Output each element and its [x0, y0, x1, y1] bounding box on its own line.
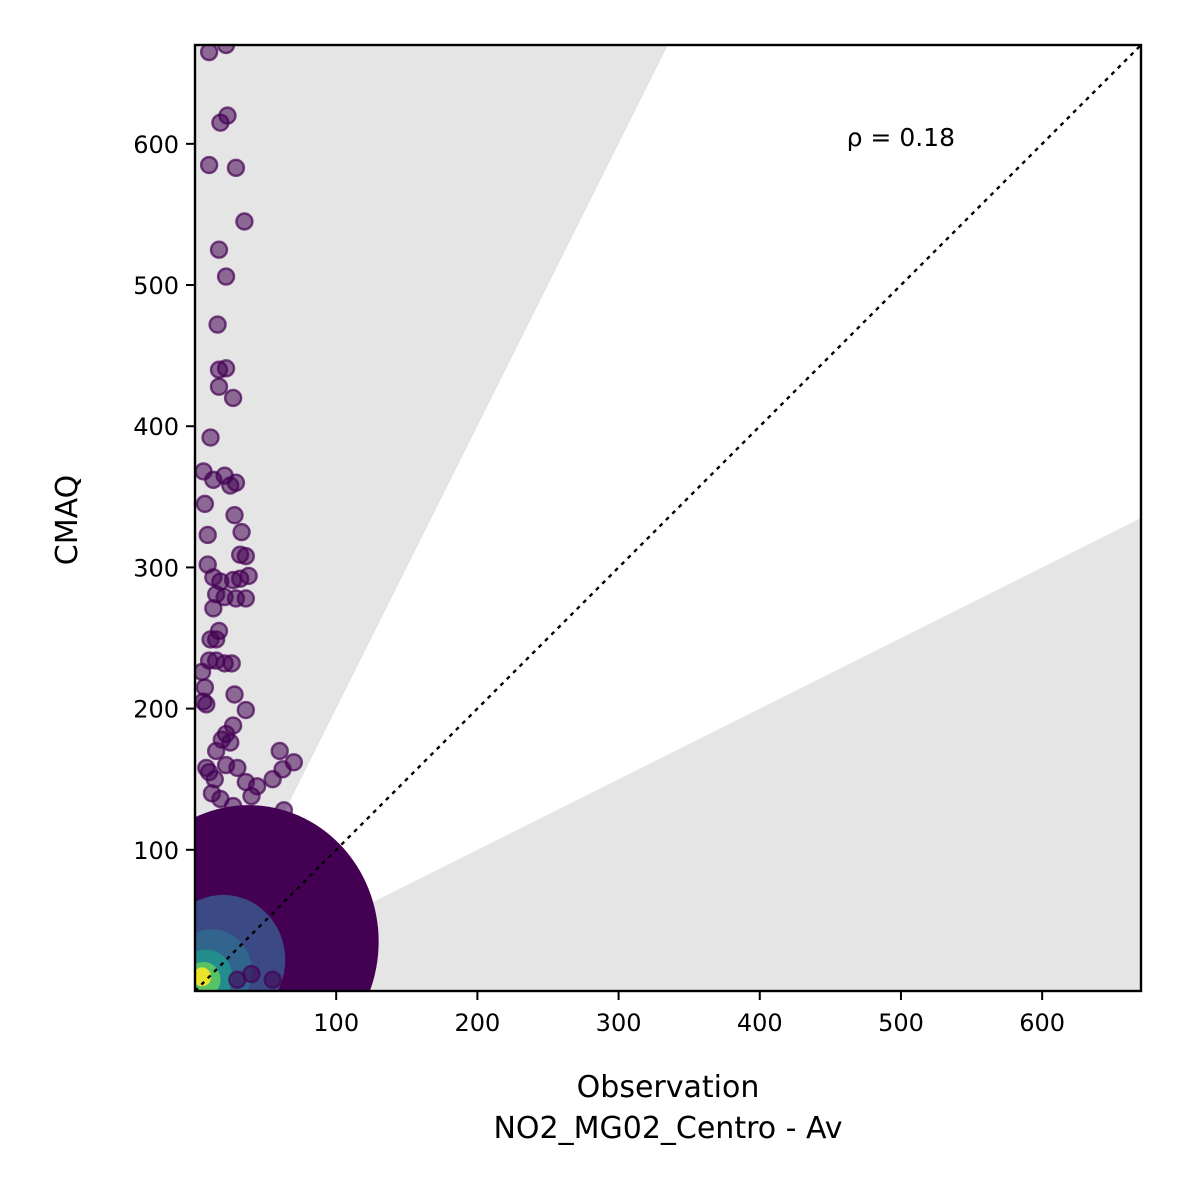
scatter-point: [236, 812, 256, 831]
shaded-band-1: [195, 518, 1141, 991]
scatter-point: [236, 700, 256, 720]
scatter-point: [206, 630, 226, 649]
plot-frame: [193, 43, 1143, 993]
shaded-band-0: [195, 45, 668, 991]
y-tick-label: 500: [133, 272, 179, 300]
scatter-point: [223, 388, 243, 408]
scatter-point: [198, 525, 217, 545]
scatter-point: [277, 847, 296, 867]
x-tick-label: 300: [596, 1009, 642, 1037]
scatter-point: [209, 377, 229, 396]
scatter-point: [232, 522, 251, 542]
scatter-point: [236, 546, 256, 566]
scatter-point: [236, 589, 256, 608]
x-tick-label: 600: [1019, 1009, 1065, 1037]
scatter-point: [221, 733, 240, 752]
scatter-point: [225, 505, 244, 525]
scatter-point: [197, 695, 216, 714]
x-tick-label: 400: [737, 1009, 783, 1037]
scatter-point: [263, 770, 282, 789]
scatter-point: [204, 599, 223, 618]
scatter-point: [247, 829, 267, 848]
x-tick-label: 500: [878, 1009, 924, 1037]
scatter-point: [199, 155, 219, 175]
scatter-point: [225, 685, 244, 704]
scatter-point: [274, 801, 294, 820]
scatter-point: [209, 240, 229, 259]
annotation-rho: ρ = 0.18: [847, 123, 955, 152]
scatter-point: [223, 796, 243, 816]
scatter-point: [195, 494, 215, 514]
scatter-point: [242, 786, 261, 806]
scatter-point: [263, 970, 282, 989]
scatter-point: [235, 212, 254, 231]
y-tick-label: 300: [133, 554, 179, 582]
y-tick-label: 100: [133, 837, 179, 865]
scatter-point: [195, 662, 212, 682]
y-tick-label: 600: [133, 131, 179, 159]
scatter-point: [239, 566, 258, 586]
x-tick-label: 200: [454, 1009, 500, 1037]
scatter-point: [201, 428, 220, 447]
scatter-point: [226, 473, 246, 492]
x-axis-sublabel: NO2_MG02_Centro - Av: [493, 1111, 842, 1146]
scatter-point: [270, 741, 289, 761]
x-axis-label: Observation: [577, 1070, 760, 1105]
scatter-point: [228, 970, 247, 989]
scatter-point: [199, 45, 219, 62]
scatter-point: [216, 359, 236, 378]
y-tick-label: 400: [133, 413, 179, 441]
one-to-one-line: [195, 45, 1141, 991]
scatter-point: [287, 970, 306, 989]
density-blob-5: [195, 967, 212, 987]
y-tick-label: 200: [133, 696, 179, 724]
scatter-point: [228, 758, 247, 778]
scatter-point: [216, 267, 236, 286]
scatter-point: [216, 45, 236, 55]
scatter-point: [206, 741, 226, 761]
scatter-point: [222, 654, 241, 673]
x-tick-label: 100: [313, 1009, 359, 1037]
scatter-point: [218, 106, 237, 125]
scatter-point: [226, 158, 246, 178]
scatter-point: [290, 894, 309, 913]
y-axis-label: CMAQ: [50, 475, 85, 565]
scatter-point: [208, 315, 227, 334]
